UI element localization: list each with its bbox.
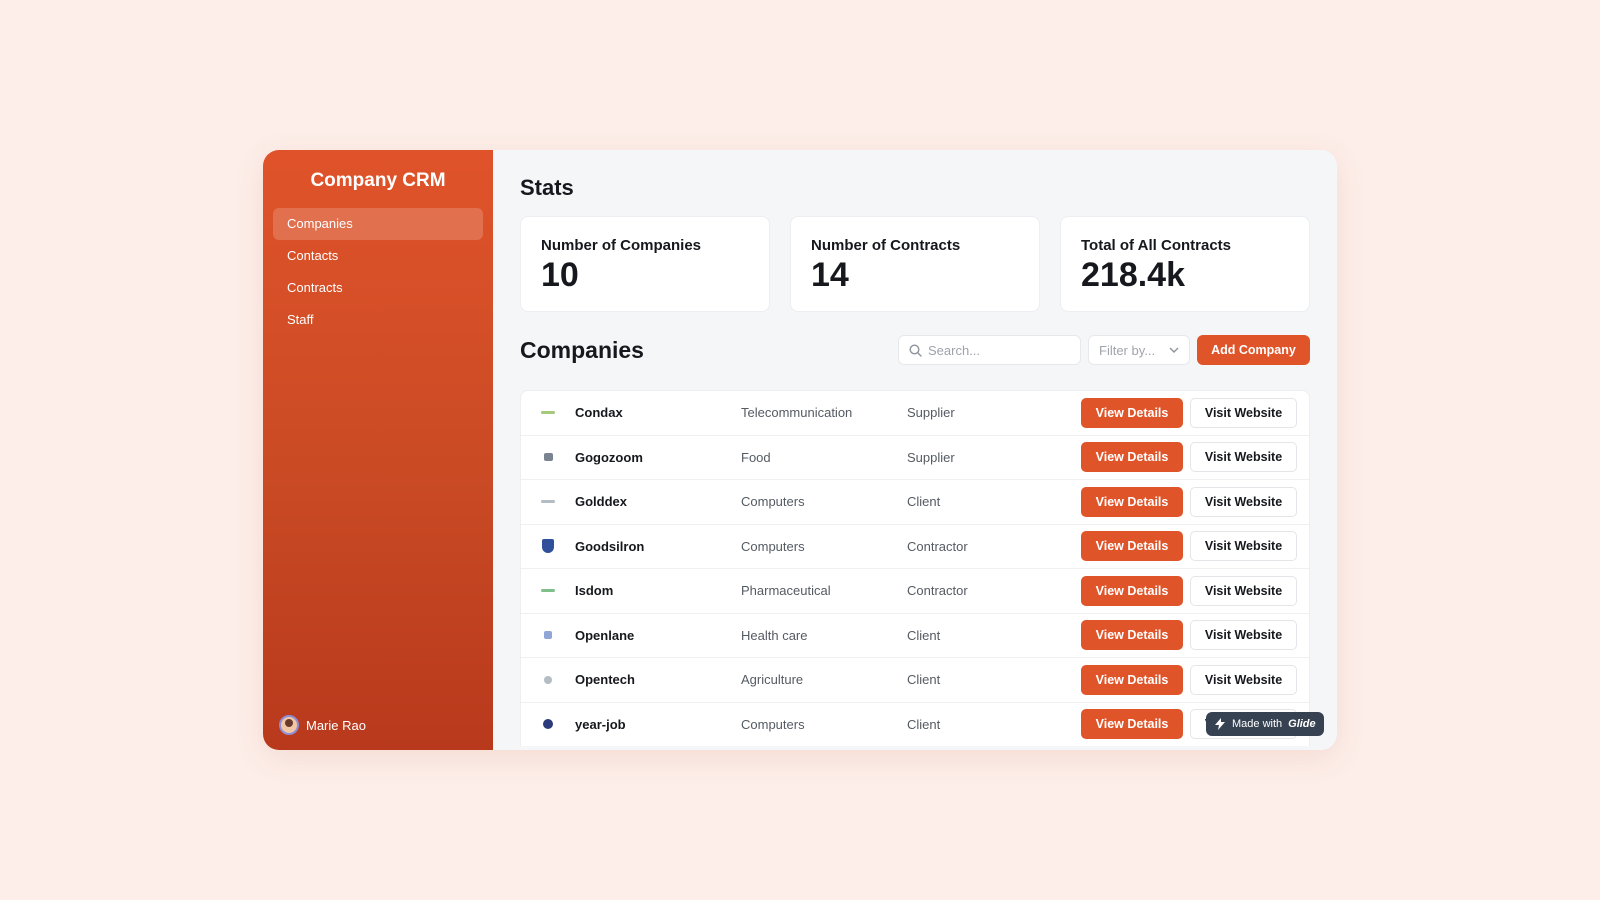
stat-label: Total of All Contracts	[1081, 237, 1231, 254]
main-content: Stats Number of Companies 10 Number of C…	[493, 150, 1337, 750]
company-logo	[538, 714, 558, 734]
view-details-button[interactable]: View Details	[1081, 664, 1183, 695]
companies-heading: Companies	[520, 336, 644, 363]
stat-card-companies: Number of Companies 10	[520, 216, 770, 312]
sidebar-item-contacts[interactable]: Contacts	[287, 248, 339, 263]
company-industry: Computers	[741, 494, 805, 510]
view-details-button[interactable]: View Details	[1081, 486, 1183, 517]
company-logo	[538, 625, 558, 645]
sidebar: Company CRM Companies Contacts Contracts…	[263, 150, 493, 750]
company-name: Isdom	[575, 583, 614, 599]
crm-app-window: Company CRM Companies Contacts Contracts…	[263, 150, 1337, 750]
companies-table: Condax Telecommunication Supplier View D…	[520, 390, 1310, 746]
table-row: Isdom Pharmaceutical Contractor View Det…	[521, 569, 1309, 614]
company-type: Client	[907, 672, 941, 688]
view-details-button[interactable]: View Details	[1081, 575, 1183, 606]
company-type: Supplier	[907, 449, 955, 465]
company-name: Openlane	[575, 627, 635, 643]
app-title: Company CRM	[310, 170, 446, 191]
chevron-down-icon	[1169, 347, 1179, 353]
table-row: Condax Telecommunication Supplier View D…	[521, 391, 1309, 436]
table-row: Golddex Computers Client View Details Vi…	[521, 480, 1309, 525]
bolt-icon	[1215, 718, 1225, 730]
company-name: Golddex	[575, 494, 628, 510]
visit-website-button[interactable]: Visit Website	[1190, 575, 1297, 606]
search-icon	[909, 343, 922, 357]
visit-website-button[interactable]: Visit Website	[1190, 531, 1297, 562]
badge-brand: Glide	[1288, 718, 1316, 730]
company-name: year-job	[575, 716, 626, 732]
stat-card-contracts: Number of Contracts 14	[790, 216, 1040, 312]
filter-dropdown[interactable]: Filter by...	[1088, 335, 1190, 365]
made-with-glide-badge[interactable]: Made with Glide	[1206, 712, 1324, 736]
sidebar-nav: Companies Contacts Contracts Staff	[263, 208, 493, 336]
company-industry: Food	[741, 449, 771, 465]
company-logo	[538, 670, 558, 690]
table-row: Opentech Agriculture Client View Details…	[521, 658, 1309, 703]
company-name: Condax	[575, 405, 623, 421]
sidebar-item-staff[interactable]: Staff	[287, 312, 314, 327]
stat-value: 14	[811, 256, 849, 294]
stat-card-total: Total of All Contracts 218.4k	[1060, 216, 1310, 312]
company-type: Supplier	[907, 405, 955, 421]
visit-website-button[interactable]: Visit Website	[1190, 397, 1297, 428]
company-logo	[538, 447, 558, 467]
avatar	[279, 715, 299, 735]
company-name: Gogozoom	[575, 449, 643, 465]
company-logo	[538, 581, 558, 601]
company-type: Client	[907, 716, 941, 732]
badge-prefix: Made with	[1232, 718, 1283, 730]
company-type: Contractor	[907, 583, 968, 599]
company-industry: Health care	[741, 627, 808, 643]
company-industry: Agriculture	[741, 672, 804, 688]
sidebar-item-companies[interactable]: Companies	[273, 208, 483, 240]
visit-website-button[interactable]: Visit Website	[1190, 664, 1297, 695]
company-type: Client	[907, 494, 941, 510]
visit-website-button[interactable]: Visit Website	[1190, 486, 1297, 517]
company-name: Goodsilron	[575, 538, 645, 554]
company-industry: Computers	[741, 538, 805, 554]
stat-value: 218.4k	[1081, 256, 1185, 294]
stat-label: Number of Companies	[541, 237, 702, 254]
company-industry: Computers	[741, 716, 805, 732]
view-details-button[interactable]: View Details	[1081, 531, 1183, 562]
company-industry: Telecommunication	[741, 405, 853, 421]
table-row: Gogozoom Food Supplier View Details Visi…	[521, 436, 1309, 480]
company-logo	[538, 536, 558, 556]
stats-cards: Number of Companies 10 Number of Contrac…	[520, 216, 1310, 312]
visit-website-button[interactable]: Visit Website	[1190, 442, 1297, 473]
company-type: Client	[907, 627, 941, 643]
company-logo	[538, 403, 558, 423]
company-name: Opentech	[575, 672, 635, 688]
sidebar-item-contracts[interactable]: Contracts	[287, 280, 343, 295]
user-name: Marie Rao	[306, 717, 366, 733]
view-details-button[interactable]: View Details	[1081, 397, 1183, 428]
view-details-button[interactable]: View Details	[1081, 620, 1183, 651]
table-row: Openlane Health care Client View Details…	[521, 614, 1309, 658]
user-profile[interactable]: Marie Rao	[279, 715, 366, 735]
companies-toolbar: Companies Filter by... Add Company	[520, 335, 1310, 365]
table-row: Goodsilron Computers Contractor View Det…	[521, 525, 1309, 569]
stat-label: Number of Contracts	[811, 237, 961, 254]
company-logo	[538, 492, 558, 512]
table-row: year-job Computers Client View Details V…	[521, 703, 1309, 747]
search-box[interactable]	[898, 335, 1081, 365]
company-industry: Pharmaceutical	[741, 583, 831, 599]
view-details-button[interactable]: View Details	[1081, 709, 1183, 740]
view-details-button[interactable]: View Details	[1081, 442, 1183, 473]
company-type: Contractor	[907, 538, 968, 554]
add-company-button[interactable]: Add Company	[1197, 335, 1310, 365]
visit-website-button[interactable]: Visit Website	[1190, 620, 1297, 651]
filter-label: Filter by...	[1099, 342, 1156, 358]
stat-value: 10	[541, 256, 579, 294]
search-input[interactable]	[928, 342, 1068, 358]
stats-heading: Stats	[520, 175, 574, 200]
